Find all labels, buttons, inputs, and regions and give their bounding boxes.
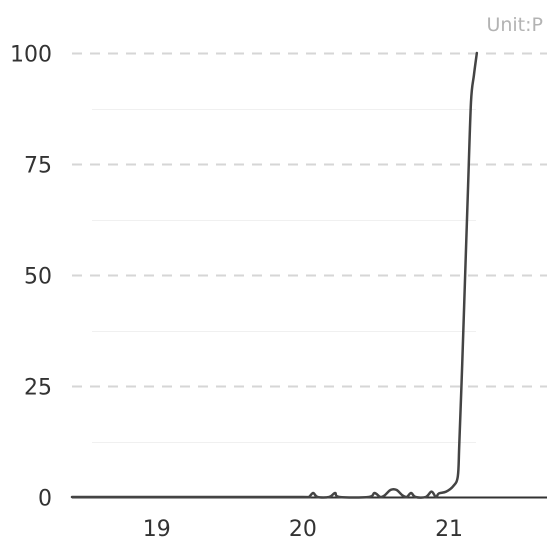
x-tick-label: 20 bbox=[289, 517, 317, 540]
y-tick-label: 0 bbox=[38, 487, 52, 512]
x-tick-label: 21 bbox=[435, 517, 463, 540]
y-tick-label: 50 bbox=[24, 265, 52, 290]
y-tick-label: 75 bbox=[24, 154, 52, 179]
tick-label-layer: 0 25 50 75 100 19 20 21 bbox=[10, 43, 463, 540]
unit-label: Unit:P bbox=[486, 14, 543, 36]
series-line bbox=[70, 51, 479, 499]
x-tick-label: 19 bbox=[143, 517, 171, 540]
y-tick-label: 100 bbox=[10, 43, 52, 68]
grid-layer bbox=[72, 52, 547, 443]
series-layer bbox=[70, 51, 479, 499]
y-tick-label: 25 bbox=[24, 376, 52, 401]
